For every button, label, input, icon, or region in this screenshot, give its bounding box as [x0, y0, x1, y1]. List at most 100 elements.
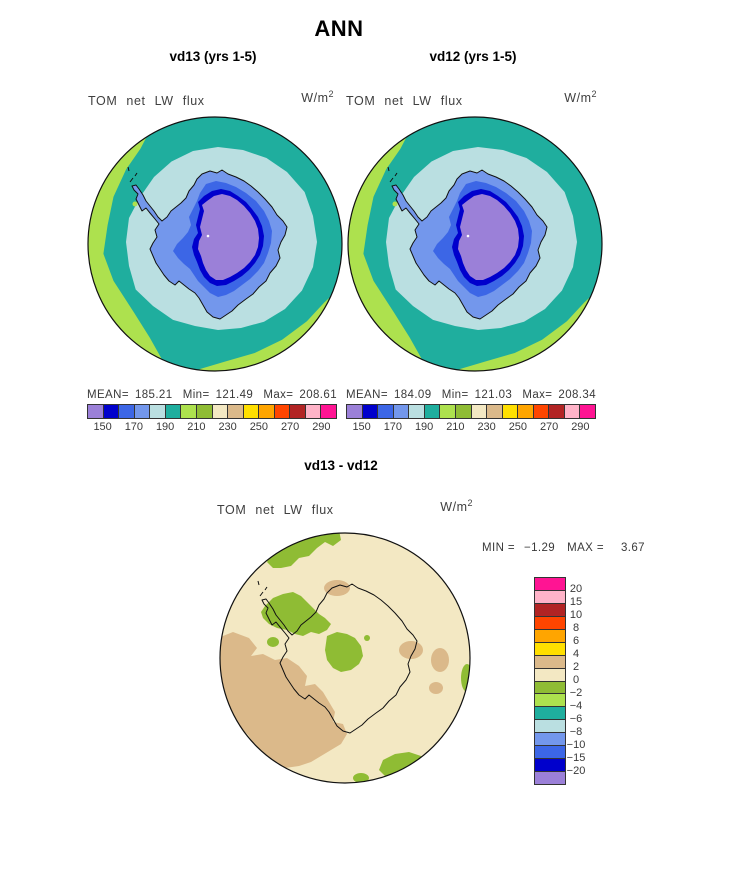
colorbar-tick-label: 250	[508, 421, 528, 433]
colorbar-tick-label: 250	[249, 421, 269, 433]
colorbar-tick-label: 210	[446, 421, 465, 433]
colorbar-tick-label: −2	[569, 687, 583, 699]
units-exponent: 2	[467, 498, 473, 508]
colorbar-tick-label: 290	[312, 421, 331, 433]
colorbar-cell	[88, 405, 104, 418]
colorbar-cell	[535, 590, 565, 604]
map-diff	[215, 528, 475, 788]
colorbar-tick-label: 230	[218, 421, 237, 433]
colorbar-tick-label: −8	[569, 726, 583, 738]
colorbar-tick-label: 20	[569, 583, 583, 595]
colorbar-tick-label: 15	[569, 596, 583, 608]
colorbar-cell	[103, 405, 120, 418]
colorbar-ticks-diff: 20 15 10 8 6 4 2 0 −2 −4 −6 −8 −10 −15 −20	[560, 577, 592, 785]
stats-row-vd13: MEAN= 185.21 Min= 121.49 Max= 208.61	[87, 389, 337, 401]
colorbar-ticks-vd12: 150 170 190 210 230 250 270 290	[346, 421, 596, 435]
stat-min: MIN = −1.29	[482, 542, 555, 554]
units-base: W/m	[564, 91, 592, 106]
stat-label: MEAN=	[346, 389, 388, 401]
colorbar-tick-label: 0	[572, 674, 580, 686]
map-vd12	[345, 114, 605, 374]
stat-value: 121.49	[215, 389, 254, 401]
colorbar-tick-label: 170	[383, 421, 403, 433]
colorbar-cell	[181, 405, 197, 418]
colorbar-cell	[535, 603, 565, 617]
stat-label: Min=	[441, 389, 469, 401]
colorbar-cell	[362, 405, 379, 418]
stat-min: Min= 121.03	[442, 389, 512, 401]
colorbar-cell	[290, 405, 306, 418]
page-title: ANN	[314, 16, 364, 41]
colorbar-cell	[165, 405, 182, 418]
panel-title-vd12: vd12 (yrs 1-5)	[429, 49, 517, 64]
colorbar-cell	[243, 405, 260, 418]
colorbar-tick-label: 4	[572, 648, 580, 660]
colorbar-tick-label: 150	[352, 421, 371, 433]
stat-value: 208.61	[299, 389, 337, 401]
stat-label: MIN =	[482, 542, 515, 554]
colorbar-tick-label: 190	[414, 421, 434, 433]
stat-min: Min= 121.49	[183, 389, 253, 401]
colorbar-cell	[535, 720, 565, 734]
colorbar-tick-label: 290	[571, 421, 590, 433]
panel-title-diff: vd13 - vd12	[304, 458, 378, 473]
colorbar-ticks-vd13: 150 170 190 210 230 250 270 290	[87, 421, 337, 435]
colorbar-cell	[440, 405, 456, 418]
colorbar-tick-label: 270	[280, 421, 300, 433]
colorbar-tick-label: −15	[566, 752, 586, 764]
colorbar-cell	[535, 772, 565, 784]
colorbar-tick-label: 170	[124, 421, 144, 433]
field-label-vd13: TOM net LW flux	[88, 94, 205, 108]
colorbar-tick-label: 150	[93, 421, 112, 433]
colorbar-tick-label: −4	[569, 700, 583, 712]
colorbar-cell	[535, 655, 565, 669]
stat-max: MAX = 3.67	[567, 542, 645, 554]
colorbar-diff	[534, 577, 566, 785]
units-label-vd13: W/m2	[234, 89, 334, 105]
colorbar-tick-label: 190	[155, 421, 175, 433]
colorbar-cell	[378, 405, 394, 418]
colorbar-cell	[535, 681, 565, 695]
colorbar-cell	[393, 405, 410, 418]
stat-label: Max=	[522, 389, 553, 401]
units-base: W/m	[440, 500, 468, 515]
colorbar-tick-label: −10	[566, 739, 586, 751]
colorbar-cell	[134, 405, 151, 418]
colorbar-cell	[535, 694, 565, 708]
field-label-diff: TOM net LW flux	[217, 503, 334, 517]
colorbar-cell	[535, 616, 565, 630]
colorbar-tick-label: 8	[572, 622, 580, 634]
stat-max: Max= 208.61	[263, 389, 337, 401]
colorbar-cell	[228, 405, 244, 418]
stat-label: MAX =	[567, 542, 604, 554]
colorbar-cell	[321, 405, 336, 418]
colorbar-cell	[535, 629, 565, 643]
stats-row-diff: MIN = −1.29 MAX = 3.67	[482, 542, 645, 554]
colorbar-cell	[424, 405, 441, 418]
stat-value: 208.34	[558, 389, 596, 401]
colorbar-tick-label: 230	[477, 421, 496, 433]
colorbar-cell	[196, 405, 213, 418]
colorbar-cell	[259, 405, 275, 418]
stat-mean: MEAN= 185.21	[87, 389, 173, 401]
colorbar-cell	[533, 405, 550, 418]
colorbar-cell	[455, 405, 472, 418]
colorbar-cell	[305, 405, 322, 418]
colorbar-tick-label: 270	[539, 421, 559, 433]
stat-value: 3.67	[620, 542, 645, 554]
colorbar-cell	[535, 668, 565, 682]
units-exponent: 2	[591, 89, 597, 99]
colorbar-tick-label: 2	[572, 661, 580, 673]
colorbar-tick-label: −20	[566, 765, 586, 777]
stat-value: 185.21	[134, 389, 173, 401]
units-base: W/m	[301, 91, 329, 106]
colorbar-cell	[535, 759, 565, 773]
colorbar-vd13	[87, 404, 337, 419]
stats-row-vd12: MEAN= 184.09 Min= 121.03 Max= 208.34	[346, 389, 596, 401]
colorbar-cell	[150, 405, 166, 418]
panel-title-vd13: vd13 (yrs 1-5)	[169, 49, 257, 64]
stat-label: MEAN=	[87, 389, 129, 401]
colorbar-tick-label: −6	[569, 713, 583, 725]
units-label-vd12: W/m2	[497, 89, 597, 105]
